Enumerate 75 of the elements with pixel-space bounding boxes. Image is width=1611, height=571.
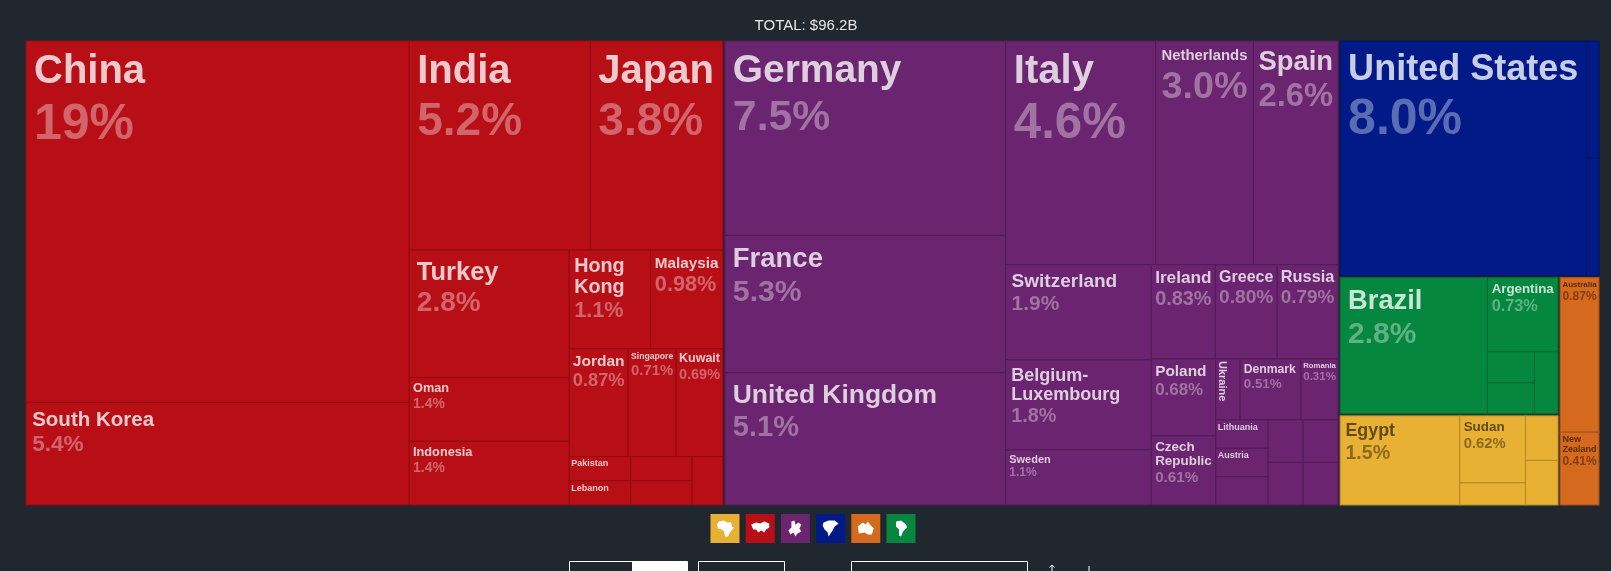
category-label: Greece xyxy=(1219,267,1274,286)
category-label: Jordan xyxy=(572,351,625,369)
data-label: 0.87% xyxy=(1562,288,1597,303)
data-label: 4.6% xyxy=(1013,92,1126,148)
data-label: 5.1% xyxy=(732,410,800,443)
category-label: Poland xyxy=(1155,362,1207,380)
category-label: Switzerland xyxy=(1011,269,1118,291)
category-label: Belgium-Luxembourg xyxy=(1011,364,1121,404)
data-label: 0.73% xyxy=(1491,296,1539,315)
category-label: Brazil xyxy=(1348,283,1423,315)
category-label: Kuwait xyxy=(678,351,721,366)
category-label: Czech Republic xyxy=(1155,439,1213,469)
category-label: Oman xyxy=(413,380,450,396)
category-label: Japan xyxy=(598,47,714,92)
category-label: France xyxy=(732,242,823,274)
data-label: 1.4% xyxy=(413,458,446,475)
data-label: 0.51% xyxy=(1243,376,1282,392)
category-label: United Kingdom xyxy=(732,379,937,410)
category-label: Hong Kong xyxy=(574,253,625,297)
data-label: 1.1% xyxy=(1009,465,1037,480)
category-label: Turkey xyxy=(416,256,500,285)
category-label: Ireland xyxy=(1155,267,1212,288)
data-label: 0.80% xyxy=(1219,286,1274,308)
category-label: Singapore xyxy=(631,351,674,362)
data-label: 5.2% xyxy=(417,92,523,145)
data-label: 1.5% xyxy=(1345,440,1391,463)
category-label: Indonesia xyxy=(413,444,474,460)
data-label: 7.5% xyxy=(732,91,831,140)
data-label: 5.3% xyxy=(732,273,802,307)
data-label: 1.1% xyxy=(574,297,624,323)
category-label: Spain xyxy=(1258,44,1333,76)
data-label: 0.62% xyxy=(1463,434,1506,451)
category-label: New Zealand xyxy=(1562,434,1597,454)
data-label: 0.83% xyxy=(1155,287,1212,310)
data-label: 0.79% xyxy=(1280,286,1335,308)
data-label: 0.71% xyxy=(631,361,674,378)
category-label: Germany xyxy=(732,47,902,91)
category-label: Sweden xyxy=(1009,452,1052,465)
data-label: 5.4% xyxy=(32,431,84,457)
category-label: Russia xyxy=(1280,267,1336,286)
data-label: 0.41% xyxy=(1562,454,1597,469)
data-label: 2.6% xyxy=(1258,75,1334,113)
category-label: United States xyxy=(1348,47,1579,88)
category-label: Egypt xyxy=(1345,420,1396,441)
data-label: 1.9% xyxy=(1011,291,1060,315)
category-label: Lebanon xyxy=(571,482,609,493)
data-label: 2.8% xyxy=(416,286,481,318)
data-label: 0.87% xyxy=(572,369,625,390)
category-label: Pakistan xyxy=(571,458,609,469)
category-label: South Korea xyxy=(32,407,155,431)
category-label: Denmark xyxy=(1243,362,1297,377)
data-label: 0.69% xyxy=(678,365,721,382)
data-label: 0.98% xyxy=(654,271,717,297)
data-label: 3.8% xyxy=(598,92,704,145)
category-label: Italy xyxy=(1013,47,1095,92)
data-label: 19% xyxy=(34,93,135,150)
category-label: Ukraine xyxy=(1216,360,1229,402)
data-label: 0.61% xyxy=(1155,468,1199,486)
data-label: 2.8% xyxy=(1348,315,1417,349)
data-label: 0.31% xyxy=(1303,370,1336,383)
category-label: China xyxy=(34,47,146,92)
category-label: Australia xyxy=(1562,279,1598,289)
category-label: Sudan xyxy=(1463,419,1505,435)
data-label: 3.0% xyxy=(1161,64,1248,107)
data-label: 1.8% xyxy=(1011,403,1057,426)
category-label: Netherlands xyxy=(1161,46,1248,63)
text: TOTAL: $96.2B xyxy=(754,16,858,33)
category-label: India xyxy=(417,47,512,92)
category-label: Argentina xyxy=(1491,281,1555,297)
category-label: Austria xyxy=(1217,450,1250,461)
data-label: 0.68% xyxy=(1155,380,1204,400)
category-label: Malaysia xyxy=(654,253,719,271)
data-label: 1.4% xyxy=(413,395,446,412)
data-label: 8.0% xyxy=(1348,89,1463,146)
category-label: Lithuania xyxy=(1217,421,1259,432)
